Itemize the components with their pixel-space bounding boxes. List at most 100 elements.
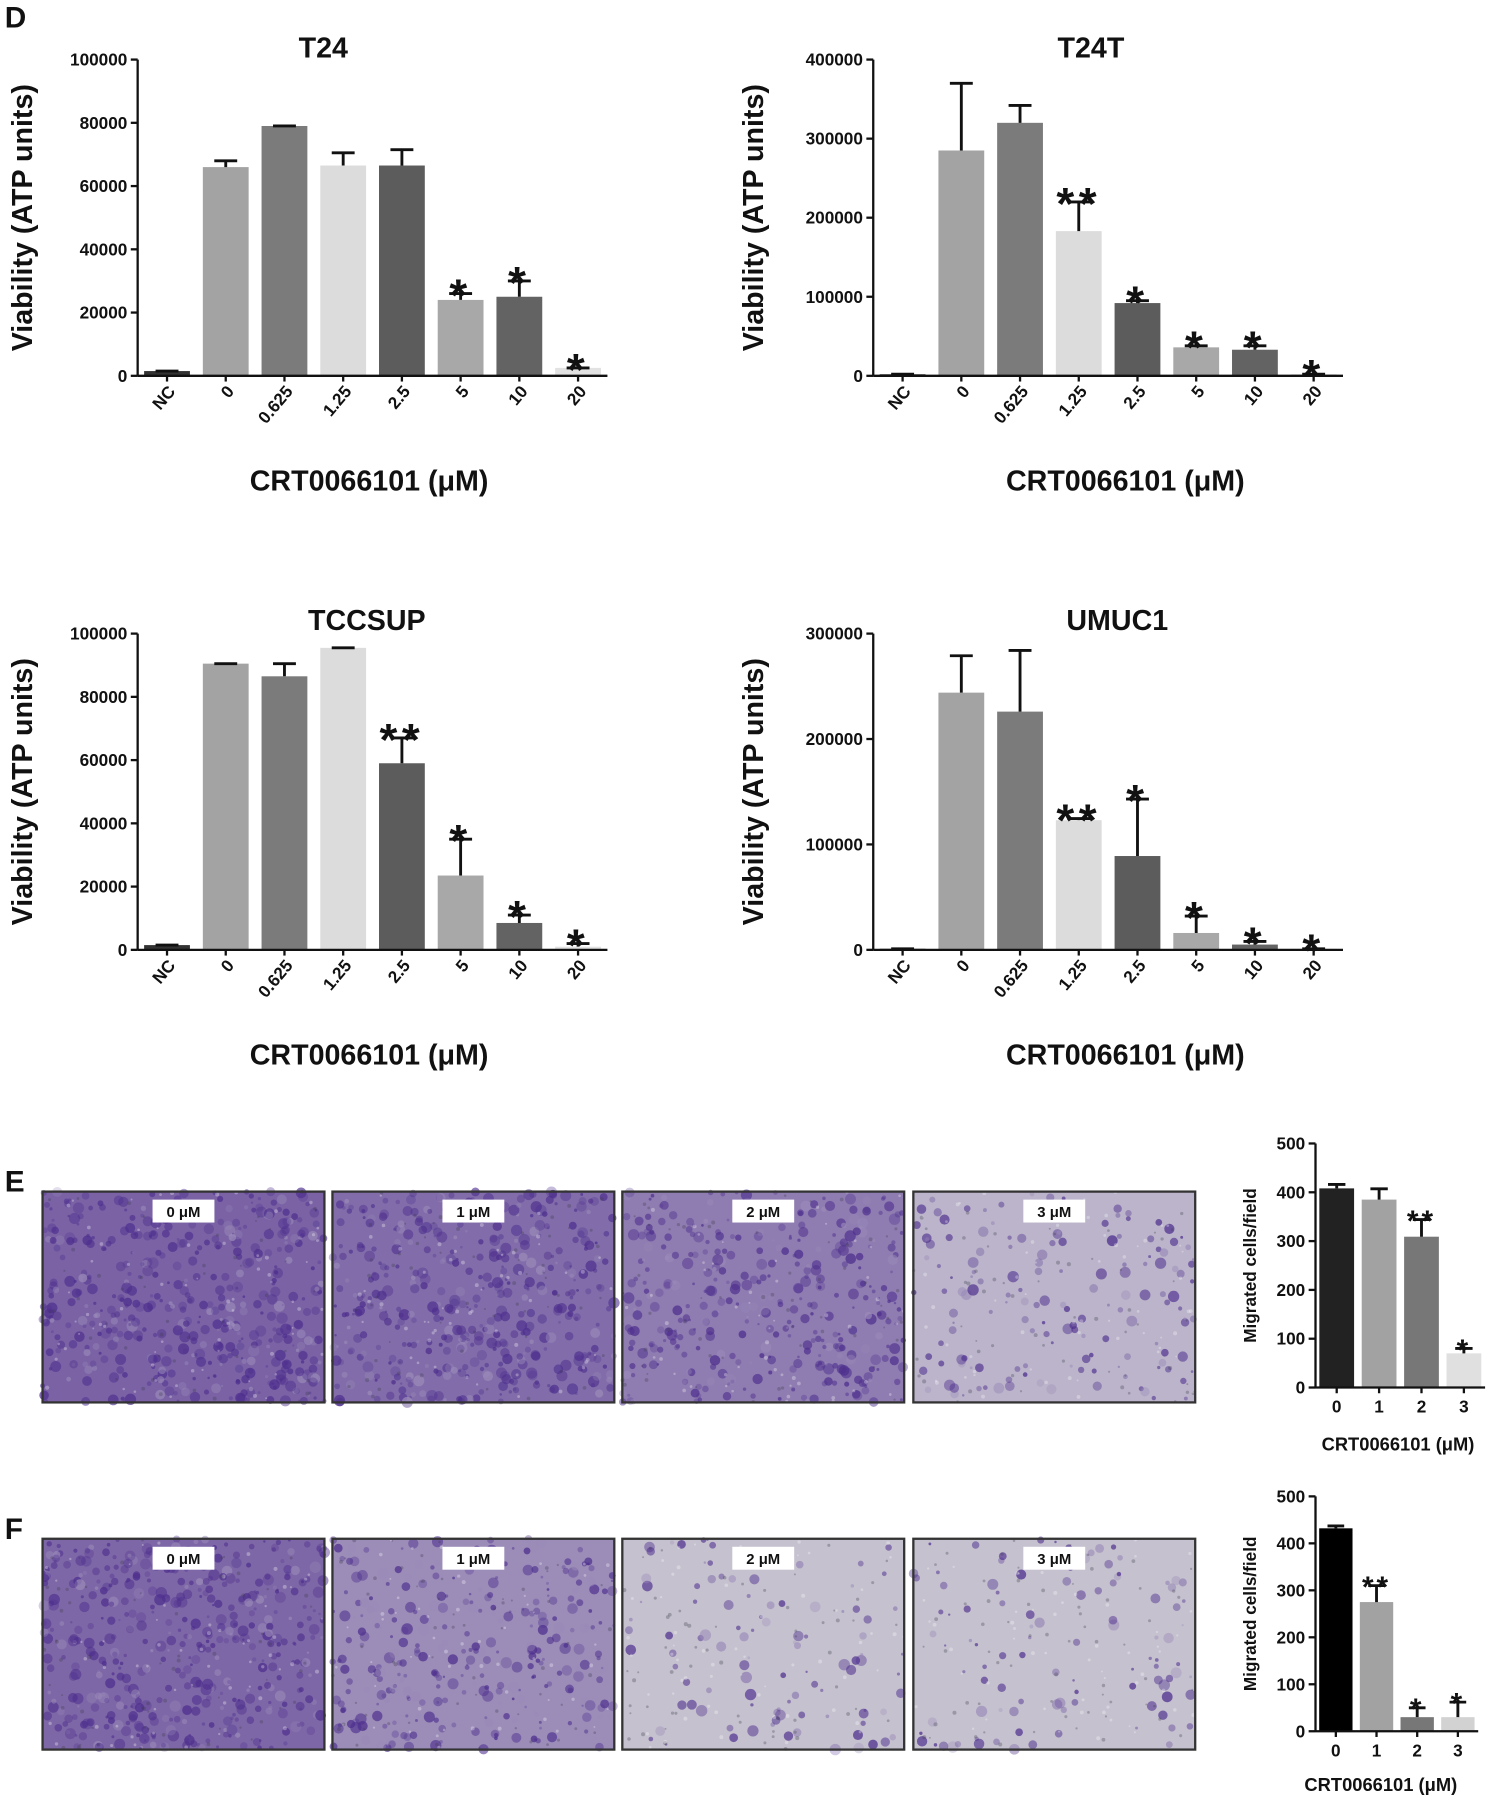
stain-blob xyxy=(318,1361,322,1365)
stain-blob xyxy=(1028,1740,1037,1749)
stain-blob xyxy=(511,1225,522,1236)
stain-blob xyxy=(82,1719,90,1727)
significance-mark: * xyxy=(508,257,530,308)
texture-dot xyxy=(664,1740,668,1744)
stain-blob xyxy=(897,1316,902,1321)
stain-blob xyxy=(91,1236,94,1239)
stain-blob xyxy=(46,1348,54,1356)
stain-blob xyxy=(376,1345,381,1350)
stain-blob xyxy=(397,1318,404,1325)
texture-dot xyxy=(785,1741,788,1744)
stain-blob xyxy=(576,1289,579,1292)
stain-blob xyxy=(79,1602,89,1612)
stain-blob xyxy=(145,1571,151,1577)
texture-dot xyxy=(791,1299,794,1302)
texture-dot xyxy=(427,1321,429,1323)
stain-blob xyxy=(547,1595,549,1597)
stain-blob xyxy=(1122,1262,1127,1267)
stain-blob xyxy=(155,1250,161,1256)
stain-blob xyxy=(114,1695,121,1702)
texture-dot xyxy=(1013,1627,1016,1630)
stain-blob xyxy=(84,1304,88,1308)
stain-blob xyxy=(268,1662,277,1671)
stain-blob xyxy=(964,1605,971,1612)
micrograph: 0 μM xyxy=(39,1187,328,1406)
stain-blob xyxy=(293,1643,296,1646)
stain-blob xyxy=(478,1389,484,1395)
stain-blob xyxy=(510,1330,518,1338)
texture-dot xyxy=(672,1692,674,1694)
texture-dot xyxy=(801,1594,805,1598)
stain-blob xyxy=(336,1345,339,1348)
texture-dot xyxy=(144,1726,147,1729)
texture-dot xyxy=(991,1344,994,1347)
stain-blob xyxy=(352,1718,359,1725)
x-tick-label: 10 xyxy=(504,956,532,983)
stain-blob xyxy=(268,1701,271,1704)
y-tick-label: 20000 xyxy=(80,877,128,897)
texture-dot xyxy=(434,1329,437,1332)
stain-blob xyxy=(193,1273,201,1281)
texture-dot xyxy=(134,1743,137,1746)
stain-blob xyxy=(1007,1236,1011,1240)
texture-dot xyxy=(275,1373,277,1375)
stain-blob xyxy=(1154,1664,1159,1669)
stain-blob xyxy=(304,1336,313,1345)
stain-blob xyxy=(224,1638,229,1643)
stain-blob xyxy=(60,1255,66,1261)
texture-dot xyxy=(598,1256,601,1259)
bar xyxy=(1404,1237,1439,1388)
y-tick-label: 0 xyxy=(1296,1721,1306,1741)
texture-dot xyxy=(981,1395,985,1399)
texture-dot xyxy=(162,1733,166,1737)
stain-blob xyxy=(623,1371,631,1379)
stain-blob xyxy=(247,1716,255,1724)
stain-blob xyxy=(104,1724,110,1730)
texture-dot xyxy=(400,1566,403,1569)
stain-blob xyxy=(895,1211,901,1217)
stain-blob xyxy=(50,1628,54,1632)
stain-blob xyxy=(736,1302,739,1305)
stain-blob xyxy=(161,1356,171,1366)
stain-blob xyxy=(223,1221,232,1230)
stain-blob xyxy=(845,1194,856,1205)
stain-blob xyxy=(405,1574,412,1581)
stain-blob xyxy=(1062,1577,1071,1586)
stain-blob xyxy=(853,1730,863,1740)
stain-blob xyxy=(478,1587,482,1591)
texture-dot xyxy=(883,1327,885,1329)
stain-blob xyxy=(347,1551,351,1555)
stain-blob xyxy=(190,1337,197,1344)
stain-blob xyxy=(851,1584,855,1588)
stain-blob xyxy=(142,1639,147,1644)
stain-blob xyxy=(81,1595,84,1598)
stain-blob xyxy=(249,1544,255,1550)
stain-blob xyxy=(442,1697,448,1703)
stain-blob xyxy=(551,1255,554,1258)
stain-blob xyxy=(121,1597,129,1605)
stain-blob xyxy=(116,1702,124,1710)
texture-dot xyxy=(177,1659,181,1663)
stain-blob xyxy=(655,1726,665,1736)
stain-blob xyxy=(278,1708,288,1718)
stain-blob xyxy=(950,1276,953,1279)
texture-dot xyxy=(945,1220,948,1223)
stain-blob xyxy=(519,1253,528,1262)
texture-dot xyxy=(1102,1711,1106,1715)
texture-dot xyxy=(949,1647,953,1651)
stain-blob xyxy=(969,1639,972,1642)
stain-blob xyxy=(934,1743,937,1746)
stain-blob xyxy=(484,1594,492,1602)
stain-blob xyxy=(641,1573,651,1583)
stain-blob xyxy=(214,1669,221,1676)
stain-blob xyxy=(1155,1658,1159,1662)
bar xyxy=(1056,231,1102,376)
texture-dot xyxy=(866,1276,869,1279)
stain-blob xyxy=(285,1257,292,1264)
texture-dot xyxy=(391,1264,395,1268)
stain-blob xyxy=(521,1608,524,1611)
texture-dot xyxy=(369,1223,372,1226)
texture-dot xyxy=(1082,1698,1085,1701)
texture-dot xyxy=(279,1668,281,1670)
stain-blob xyxy=(372,1711,382,1721)
